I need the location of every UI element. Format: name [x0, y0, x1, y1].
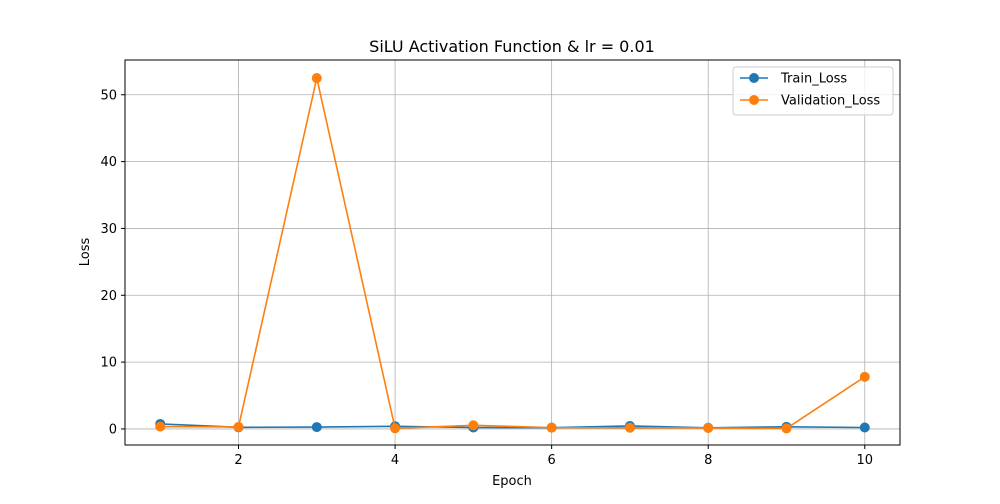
train-loss-legend-label: Train_Loss — [780, 72, 847, 87]
legend-items: Train_Loss Validation_Loss — [740, 72, 880, 109]
y-axis-label: Loss — [78, 238, 93, 267]
validation-loss-point — [155, 421, 166, 432]
x-tick-label: 10 — [856, 453, 873, 468]
y-tick-label: 10 — [100, 356, 117, 371]
train-loss-point — [311, 422, 322, 433]
validation-loss-legend-marker — [749, 95, 759, 105]
y-tick-label: 30 — [100, 222, 117, 237]
x-tick-label: 6 — [548, 453, 556, 468]
validation-loss-line — [159, 77, 866, 430]
train-loss-legend-marker — [749, 73, 759, 83]
train-loss-point — [859, 422, 870, 433]
train-loss-line — [159, 423, 866, 429]
validation-loss-point — [546, 422, 557, 433]
validation-loss-point — [703, 422, 714, 433]
y-tick-label: 50 — [100, 88, 117, 103]
legend-box — [732, 66, 894, 116]
chart-title: SiLU Activation Function & lr = 0.01 — [369, 37, 655, 56]
validation-loss-point — [781, 423, 792, 434]
plot-area-frame — [124, 59, 901, 446]
legend: Train_Loss Validation_Loss — [732, 66, 894, 116]
series-group — [155, 73, 870, 434]
x-tick-label: 2 — [234, 453, 242, 468]
validation-loss-point — [311, 73, 322, 84]
validation-loss-legend-label: Validation_Loss — [781, 94, 880, 109]
validation-loss-point — [233, 421, 244, 432]
validation-loss-point — [859, 371, 870, 382]
x-tick-label: 8 — [704, 453, 712, 468]
axis-ticks: 2 4 6 8 10 0 10 20 30 40 50 — [100, 88, 873, 468]
y-tick-label: 20 — [100, 289, 117, 304]
x-axis-label: Epoch — [492, 474, 532, 489]
validation-loss-point — [390, 423, 401, 434]
x-tick-label: 4 — [391, 453, 399, 468]
validation-loss-point — [624, 422, 635, 433]
y-tick-label: 40 — [100, 155, 117, 170]
validation-loss-point — [468, 420, 479, 431]
y-tick-label: 0 — [109, 422, 117, 437]
